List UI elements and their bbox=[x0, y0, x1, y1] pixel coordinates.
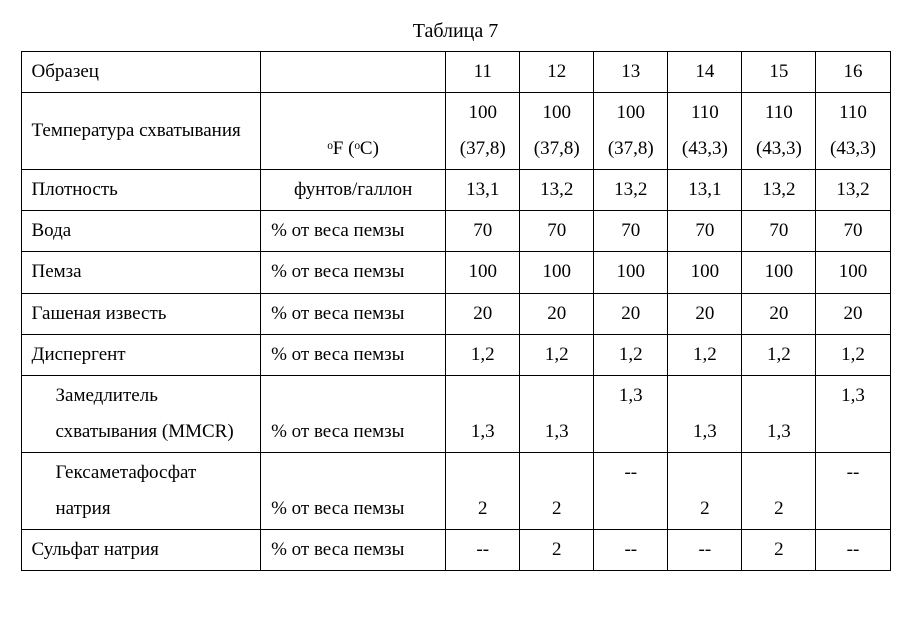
cell: -- bbox=[668, 530, 742, 571]
cell: 1,2 bbox=[446, 334, 520, 375]
cell: 20 bbox=[594, 293, 668, 334]
cell: 100 bbox=[520, 252, 594, 293]
table-row: Пемза % от веса пемзы 100 100 100 100 10… bbox=[21, 252, 890, 293]
cell: 20 bbox=[742, 293, 816, 334]
cell: 1,3 bbox=[446, 375, 520, 452]
row-label: Сульфат натрия bbox=[21, 530, 261, 571]
unit-cell: % от веса пемзы bbox=[261, 211, 446, 252]
row-label: Диспергент bbox=[21, 334, 261, 375]
cell: 13,1 bbox=[446, 170, 520, 211]
cell: 100 bbox=[446, 252, 520, 293]
cell: 2 bbox=[668, 452, 742, 529]
cell: -- bbox=[594, 452, 668, 529]
row-label: Образец bbox=[21, 52, 261, 93]
table-row: Замедлитель схватывания (MMCR) % от веса… bbox=[21, 375, 890, 452]
cell: 70 bbox=[668, 211, 742, 252]
unit-cell: % от веса пемзы bbox=[261, 375, 446, 452]
cell: 1,2 bbox=[816, 334, 890, 375]
unit-cell bbox=[261, 52, 446, 93]
cell: 110 (43,3) bbox=[742, 93, 816, 170]
cell: 100 bbox=[668, 252, 742, 293]
row-label: Гексаметафосфат натрия bbox=[21, 452, 261, 529]
table-row: Плотность фунтов/галлон 13,1 13,2 13,2 1… bbox=[21, 170, 890, 211]
row-label: Замедлитель схватывания (MMCR) bbox=[21, 375, 261, 452]
cell: 20 bbox=[816, 293, 890, 334]
table-row: Гексаметафосфат натрия % от веса пемзы 2… bbox=[21, 452, 890, 529]
cell: 13 bbox=[594, 52, 668, 93]
cell: 1,2 bbox=[742, 334, 816, 375]
cell: 110 (43,3) bbox=[816, 93, 890, 170]
cell: -- bbox=[594, 530, 668, 571]
cell: 1,3 bbox=[742, 375, 816, 452]
cell: 100 (37,8) bbox=[594, 93, 668, 170]
table-row: Температура схватывания ᵒF (ᵒC) 100 (37,… bbox=[21, 93, 890, 170]
cell: 100 bbox=[594, 252, 668, 293]
cell: 70 bbox=[446, 211, 520, 252]
cell: 12 bbox=[520, 52, 594, 93]
table-row: Вода % от веса пемзы 70 70 70 70 70 70 bbox=[21, 211, 890, 252]
cell: -- bbox=[446, 530, 520, 571]
cell: 11 bbox=[446, 52, 520, 93]
cell: 2 bbox=[520, 452, 594, 529]
row-label: Пемза bbox=[21, 252, 261, 293]
cell: 20 bbox=[446, 293, 520, 334]
row-label: Вода bbox=[21, 211, 261, 252]
cell: 100 (37,8) bbox=[446, 93, 520, 170]
cell: 1,3 bbox=[668, 375, 742, 452]
cell: 2 bbox=[742, 452, 816, 529]
cell: 1,2 bbox=[520, 334, 594, 375]
row-label: Плотность bbox=[21, 170, 261, 211]
table-row: Диспергент % от веса пемзы 1,2 1,2 1,2 1… bbox=[21, 334, 890, 375]
table-row: Сульфат натрия % от веса пемзы -- 2 -- -… bbox=[21, 530, 890, 571]
cell: 1,3 bbox=[816, 375, 890, 452]
cell: 14 bbox=[668, 52, 742, 93]
cell: 100 bbox=[742, 252, 816, 293]
cell: -- bbox=[816, 530, 890, 571]
cell: 70 bbox=[520, 211, 594, 252]
data-table: Образец 11 12 13 14 15 16 Температура сх… bbox=[21, 51, 891, 571]
cell: 2 bbox=[446, 452, 520, 529]
cell: -- bbox=[816, 452, 890, 529]
unit-cell: ᵒF (ᵒC) bbox=[261, 93, 446, 170]
unit-cell: фунтов/галлон bbox=[261, 170, 446, 211]
cell: 20 bbox=[520, 293, 594, 334]
cell: 16 bbox=[816, 52, 890, 93]
cell: 1,2 bbox=[594, 334, 668, 375]
unit-cell: % от веса пемзы bbox=[261, 530, 446, 571]
table-row: Образец 11 12 13 14 15 16 bbox=[21, 52, 890, 93]
table-title: Таблица 7 bbox=[21, 20, 891, 43]
unit-cell: % от веса пемзы bbox=[261, 334, 446, 375]
cell: 13,1 bbox=[668, 170, 742, 211]
cell: 100 (37,8) bbox=[520, 93, 594, 170]
cell: 110 (43,3) bbox=[668, 93, 742, 170]
unit-cell: % от веса пемзы bbox=[261, 252, 446, 293]
row-label: Температура схватывания bbox=[21, 93, 261, 170]
cell: 13,2 bbox=[520, 170, 594, 211]
cell: 13,2 bbox=[594, 170, 668, 211]
cell: 70 bbox=[742, 211, 816, 252]
cell: 15 bbox=[742, 52, 816, 93]
unit-cell: % от веса пемзы bbox=[261, 293, 446, 334]
cell: 1,2 bbox=[668, 334, 742, 375]
cell: 100 bbox=[816, 252, 890, 293]
cell: 1,3 bbox=[520, 375, 594, 452]
cell: 2 bbox=[742, 530, 816, 571]
cell: 13,2 bbox=[816, 170, 890, 211]
row-label: Гашеная известь bbox=[21, 293, 261, 334]
cell: 70 bbox=[594, 211, 668, 252]
cell: 20 bbox=[668, 293, 742, 334]
cell: 13,2 bbox=[742, 170, 816, 211]
unit-cell: % от веса пемзы bbox=[261, 452, 446, 529]
cell: 2 bbox=[520, 530, 594, 571]
table-row: Гашеная известь % от веса пемзы 20 20 20… bbox=[21, 293, 890, 334]
cell: 70 bbox=[816, 211, 890, 252]
cell: 1,3 bbox=[594, 375, 668, 452]
